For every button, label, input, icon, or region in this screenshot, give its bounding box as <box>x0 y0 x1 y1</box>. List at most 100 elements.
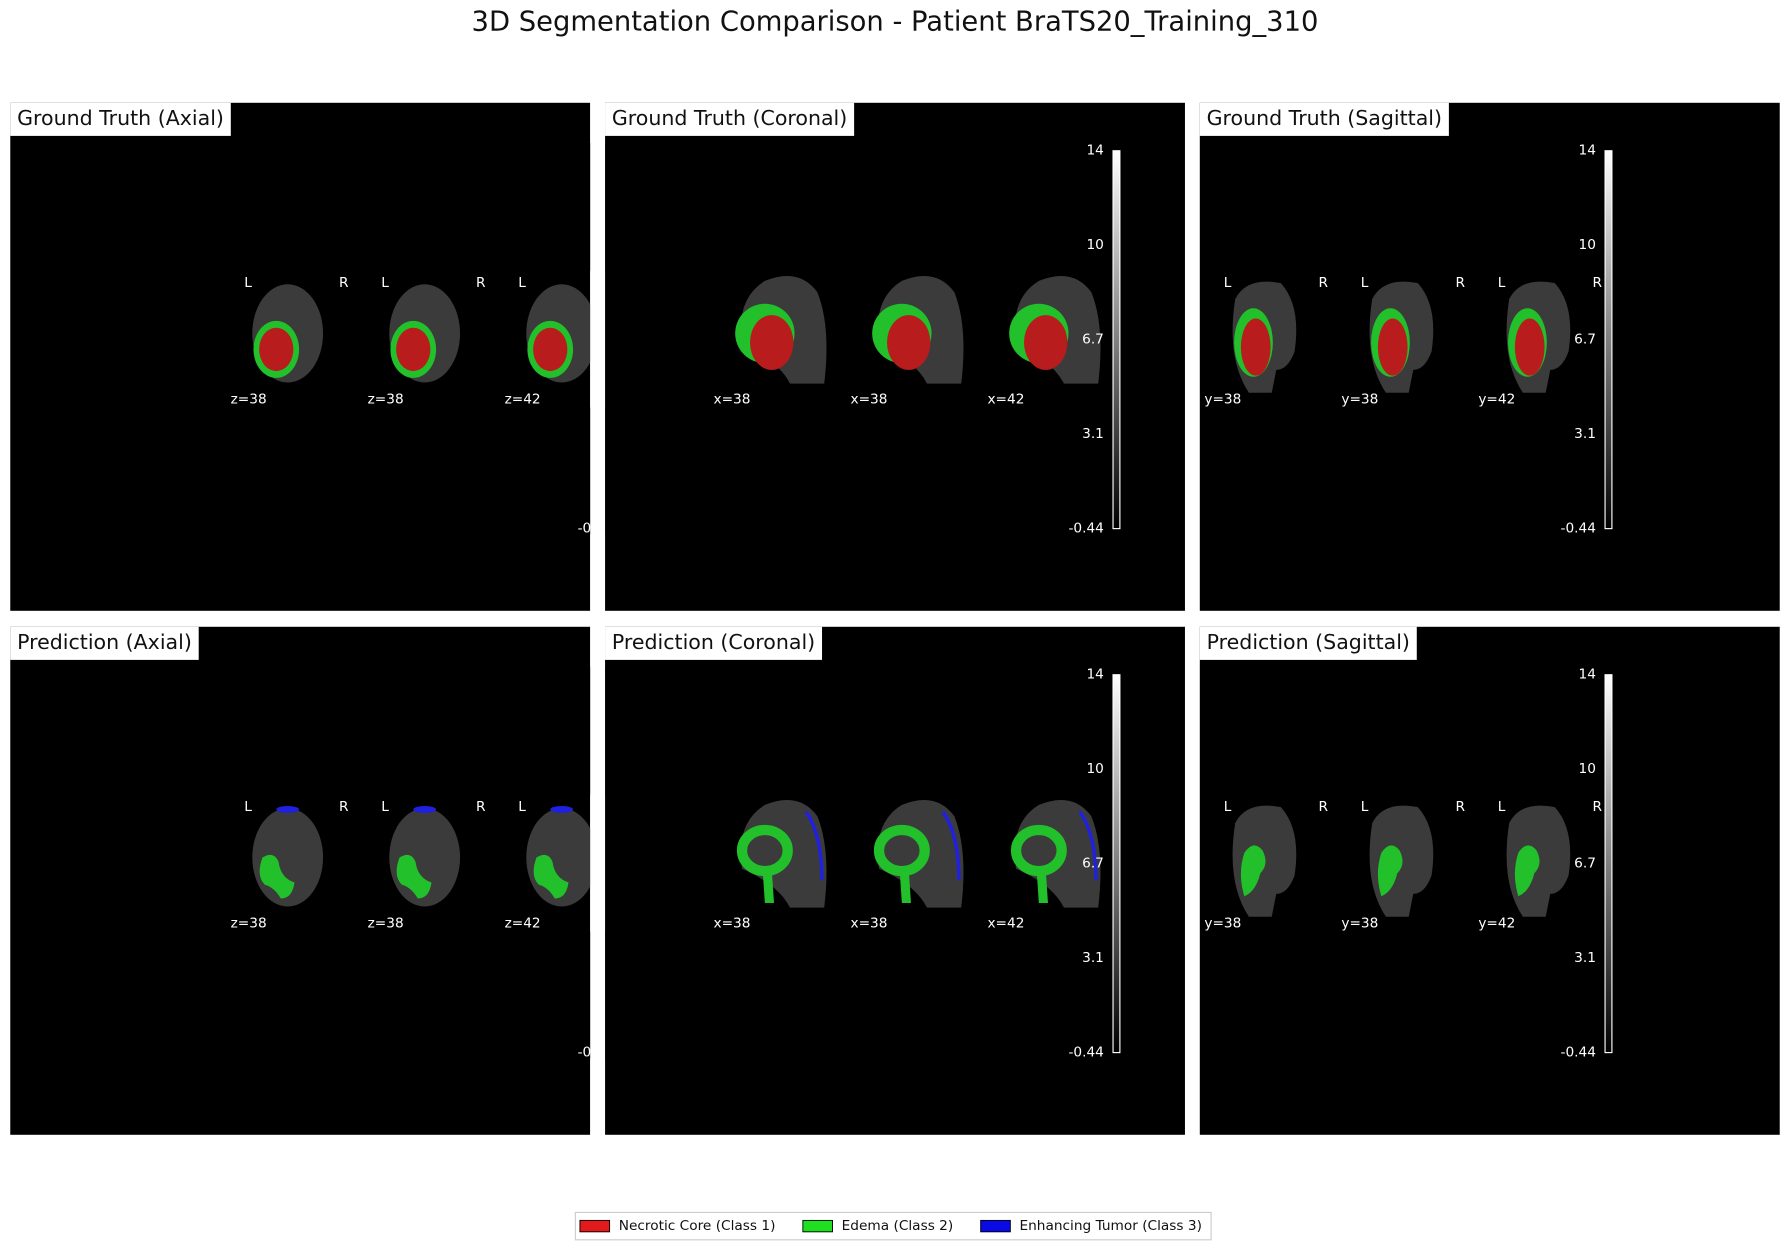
panel-title: Prediction (Sagittal) <box>1207 630 1410 654</box>
necrotic-region <box>1377 318 1408 376</box>
slice-coordinate: z=38 <box>368 392 404 408</box>
orientation-label: R <box>1593 799 1603 815</box>
colorbar-tick-label: 6.7 <box>1082 332 1104 348</box>
panel-title-box <box>10 102 231 136</box>
orientation-label: R <box>476 799 486 815</box>
orientation-label: L <box>1224 799 1232 815</box>
legend-label: Necrotic Core (Class 1) <box>619 1218 776 1234</box>
orientation-label: L <box>1498 799 1506 815</box>
slice-coordinate: y=38 <box>1341 392 1378 408</box>
panel-gap <box>590 626 606 667</box>
colorbar-tick-label: 14 <box>1579 143 1596 159</box>
panel-title: Prediction (Axial) <box>17 630 192 654</box>
necrotic-region <box>396 327 431 372</box>
edema-region <box>1036 868 1048 904</box>
necrotic-region <box>1240 318 1271 376</box>
necrotic-region <box>1514 318 1545 376</box>
slice <box>1232 281 1297 393</box>
orientation-label: L <box>1361 799 1369 815</box>
edema-region <box>259 854 295 899</box>
slice-coordinate: x=38 <box>850 916 887 932</box>
enhancing-region <box>550 806 574 813</box>
orientation-label: R <box>339 799 349 815</box>
panel-title-box <box>1199 626 1417 660</box>
slice-coordinate: y=42 <box>1478 392 1515 408</box>
panel-title-box <box>605 626 823 660</box>
orientation-label: R <box>1319 275 1329 291</box>
panel: x=38 x=38 x=42 14 10 6.7 3.1 -0.44 <box>605 102 1185 611</box>
colorbar-tick-label: 6.7 <box>1574 856 1596 872</box>
enhancing-region <box>941 810 961 881</box>
slice <box>736 800 827 908</box>
colorbar-tick-label: 10 <box>1086 237 1103 253</box>
panel-gap <box>590 1058 606 1135</box>
orientation-label: L <box>1361 275 1369 291</box>
slice-coordinate: y=38 <box>1341 916 1378 932</box>
enhancing-region <box>413 806 437 813</box>
colorbar-tick-label: 14 <box>1579 667 1596 683</box>
orientation-label: R <box>1456 799 1466 815</box>
orientation-label: L <box>1498 275 1506 291</box>
legend-swatch <box>980 1219 1011 1233</box>
orientation-label: L <box>244 275 252 291</box>
colorbar <box>1604 150 1613 530</box>
legend-swatch <box>802 1219 833 1233</box>
panel-background <box>1199 102 1780 611</box>
colorbar-tick-label: 3.1 <box>1082 426 1104 442</box>
slice-coordinate: x=38 <box>713 392 750 408</box>
slice <box>1506 281 1571 393</box>
slice-coordinate: z=38 <box>231 916 267 932</box>
orientation-label: R <box>1593 275 1603 291</box>
panel: x=38 x=38 x=42 14 10 6.7 3.1 -0.44 <box>605 626 1185 1135</box>
edema-region <box>1514 845 1540 897</box>
slice <box>526 284 598 383</box>
orientation-label: R <box>339 275 349 291</box>
colorbar-tick-label: -0.44 <box>1561 1045 1596 1061</box>
slice <box>1010 800 1101 908</box>
slice <box>1506 805 1571 917</box>
panel-gap <box>590 102 606 143</box>
panel: L Ry=38 L Ry=38 L Ry=42 14 10 6.7 3.1 -0.44 <box>1199 102 1780 611</box>
slice-coordinate: z=38 <box>368 916 404 932</box>
panel-background <box>1199 626 1780 1135</box>
slice <box>252 284 324 383</box>
orientation-label: L <box>381 799 389 815</box>
colorbar <box>1112 150 1121 530</box>
colorbar-tick-label: 14 <box>1086 667 1103 683</box>
edema-region <box>1377 845 1403 897</box>
slice <box>526 806 598 907</box>
slice-coordinate: y=38 <box>1204 916 1241 932</box>
panel-gap <box>590 794 606 932</box>
slice <box>389 806 461 907</box>
slice <box>873 800 964 908</box>
legend-label: Edema (Class 2) <box>842 1218 954 1234</box>
panel-title-box <box>1199 102 1449 136</box>
colorbar-tick-label: 14 <box>1086 143 1103 159</box>
slice <box>252 806 324 907</box>
panel-gap <box>590 534 606 611</box>
panel-title: Ground Truth (Sagittal) <box>1207 106 1442 130</box>
colorbar-tick-label: -0.44 <box>578 521 613 537</box>
orientation-label: R <box>476 275 486 291</box>
slice-coordinate: y=38 <box>1204 392 1241 408</box>
slice-coordinate: x=42 <box>987 392 1024 408</box>
figure-title: 3D Segmentation Comparison - Patient Bra… <box>472 6 1319 37</box>
necrotic-region <box>1023 315 1068 370</box>
necrotic-region <box>750 315 794 370</box>
panel-title: Prediction (Coronal) <box>612 630 815 654</box>
orientation-label: L <box>1224 275 1232 291</box>
necrotic-region <box>259 327 294 372</box>
slice-coordinate: z=38 <box>231 392 267 408</box>
slice-coordinate: x=42 <box>987 916 1024 932</box>
necrotic-region <box>887 315 931 370</box>
orientation-label: L <box>244 799 252 815</box>
slice-coordinate: x=38 <box>850 392 887 408</box>
slice-coordinate: x=38 <box>713 916 750 932</box>
colorbar <box>1604 674 1613 1054</box>
colorbar-tick-label: -0.44 <box>1561 521 1596 537</box>
enhancing-region <box>276 806 300 813</box>
colorbar-tick-label: 10 <box>1086 761 1103 777</box>
colorbar <box>1112 674 1121 1054</box>
